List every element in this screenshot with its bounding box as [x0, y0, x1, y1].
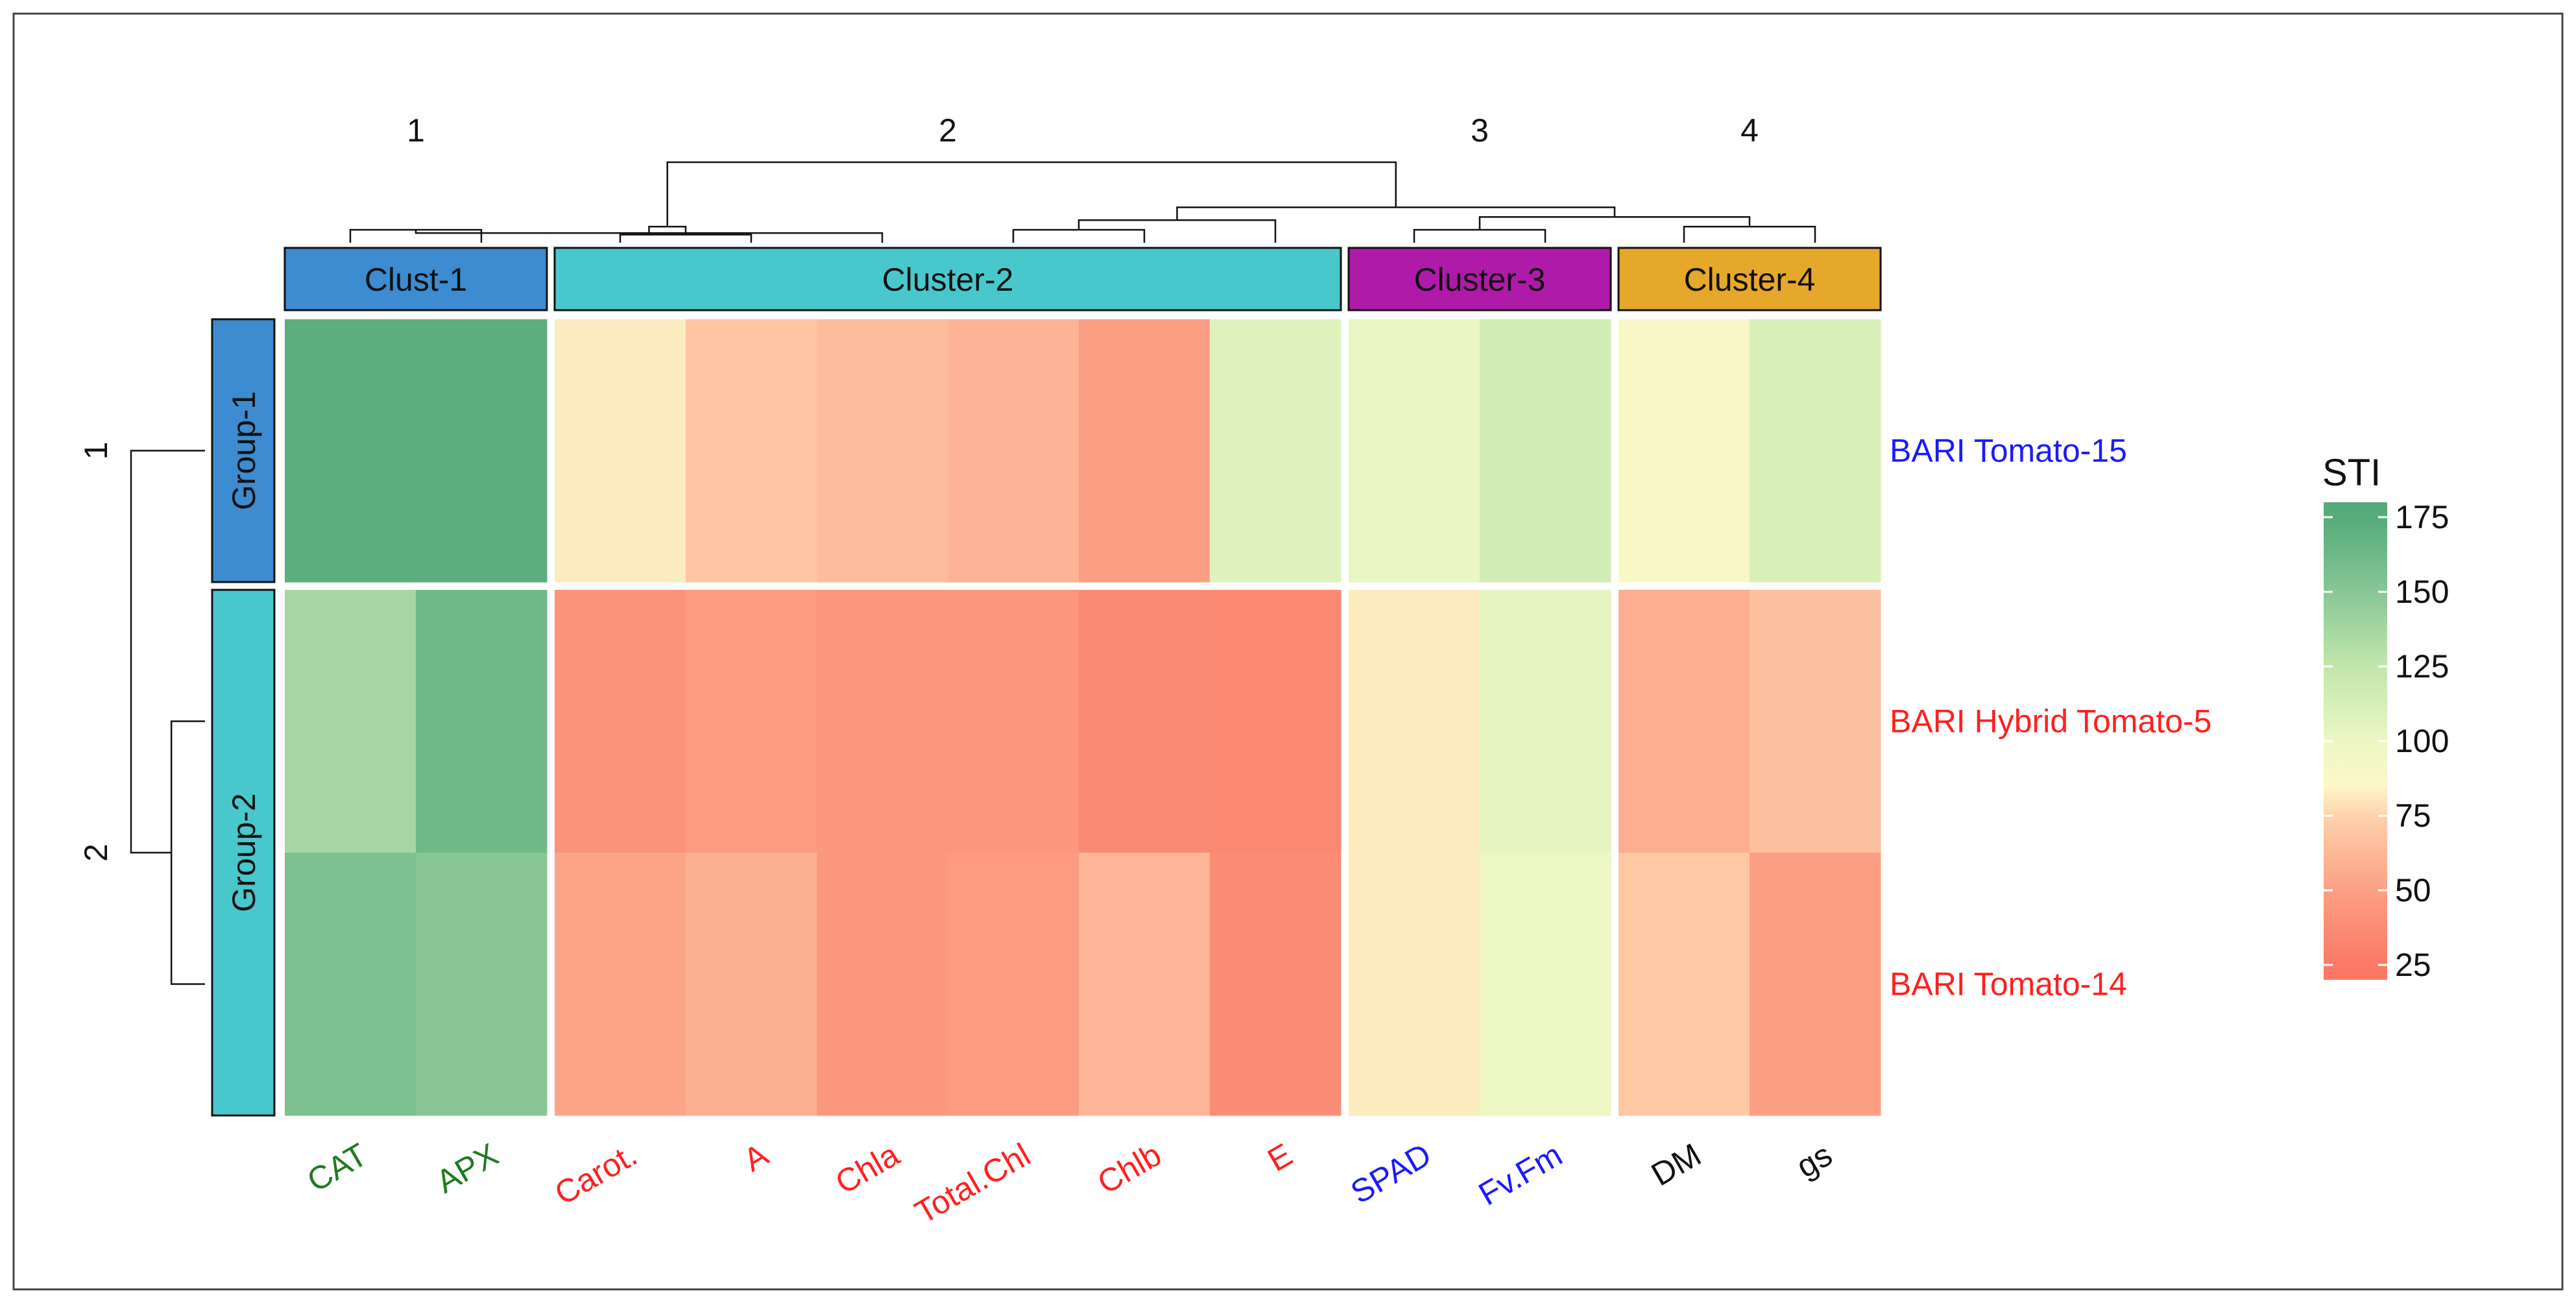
heatmap-cell [1750, 590, 1881, 853]
legend-tick-label: 75 [2395, 798, 2431, 834]
legend-tick-label: 175 [2395, 499, 2449, 535]
heatmap-cell [1619, 590, 1750, 853]
heatmap-cell [416, 319, 548, 583]
dendrogram-link [130, 450, 205, 854]
heatmap-cell [285, 319, 416, 583]
legend-tick-label: 100 [2395, 723, 2449, 759]
column-cluster-numbers: 1 2 3 4 [407, 112, 1759, 149]
heatmap-cell [948, 590, 1079, 853]
group-bar [211, 589, 276, 1117]
heatmap-cell [285, 590, 416, 853]
column-dendrogram [349, 161, 1816, 243]
row-labels: BARI Tomato-15 BARI Hybrid Tomato-5 BARI T… [1890, 433, 2211, 1003]
heatmap-cell [1210, 853, 1342, 1116]
group-label: Group-2 [226, 793, 262, 912]
legend-tick-label: 150 [2395, 574, 2449, 610]
heatmap-cell [686, 590, 817, 853]
cluster-bar [1617, 247, 1882, 311]
cluster-label: Clust-1 [365, 262, 467, 298]
row-label: BARI Tomato-15 [1890, 433, 2127, 469]
heatmap-cell [1079, 590, 1210, 853]
heatmap-cell [948, 319, 1079, 583]
heatmap-cell [285, 853, 416, 1116]
heatmap-cell [1349, 590, 1480, 853]
legend-tick-label: 25 [2395, 947, 2431, 983]
cluster-label: Cluster-3 [1414, 262, 1546, 298]
heatmap-cell [817, 590, 948, 853]
legend-tick-label: 125 [2395, 648, 2449, 685]
cluster-bar [1347, 247, 1612, 311]
cluster-number: 1 [407, 112, 425, 149]
dendrogram-link [170, 720, 205, 985]
heatmap-cell [948, 853, 1079, 1116]
heatmap-cell [686, 853, 817, 1116]
heatmap-cell [1480, 319, 1611, 583]
dendrogram-link [666, 161, 1397, 227]
heatmap-cell [1349, 319, 1480, 583]
heatmap-cell [555, 590, 686, 853]
legend-tick-label: 50 [2395, 872, 2431, 908]
heatmap-cell [416, 590, 548, 853]
heatmap-cell [1079, 319, 1210, 583]
heatmap-cell [1480, 853, 1611, 1116]
group-label: Group-1 [226, 391, 262, 510]
row-dendrogram [130, 450, 205, 985]
cluster-label: Cluster-2 [882, 262, 1014, 298]
heatmap-cell [1480, 590, 1611, 853]
heatmap-cell [555, 853, 686, 1116]
cluster-label: Cluster-4 [1684, 262, 1816, 298]
group-number: 1 [78, 442, 114, 460]
heatmap-cell [555, 319, 686, 583]
row-label: BARI Hybrid Tomato-5 [1890, 703, 2211, 740]
row-group-numbers: 12 [78, 442, 114, 862]
legend-title: STI [2322, 452, 2381, 494]
group-number: 2 [78, 844, 114, 862]
cluster-number: 3 [1471, 112, 1489, 149]
heatmap-cell [1619, 853, 1750, 1116]
heatmap-cell [1750, 853, 1881, 1116]
row-group-bars: Group-1 Group-2 [211, 318, 276, 1117]
column-cluster-bars: Clust-1 Cluster-2 Cluster-3 Cluster-4 [283, 247, 1882, 311]
group-bar [211, 318, 276, 583]
heatmap-cell [686, 319, 817, 583]
heatmap-cell [1750, 319, 1881, 583]
legend-color-bar [2324, 502, 2387, 980]
cluster-bar [283, 247, 548, 311]
heatmap-cell [817, 853, 948, 1116]
heatmap-cell [1349, 853, 1480, 1116]
heatmap-cells [285, 319, 1881, 1116]
heatmap-cell [817, 319, 948, 583]
cluster-number: 2 [939, 112, 957, 149]
cluster-bar [553, 247, 1342, 311]
color-legend: STI 175 150 125 100 75 50 25 [2322, 452, 2449, 983]
cluster-number: 4 [1740, 112, 1759, 149]
heatmap-cell [416, 853, 548, 1116]
heatmap-cell [1619, 319, 1750, 583]
heatmap-cell [1210, 590, 1342, 853]
heatmap-cell [1210, 319, 1342, 583]
row-label: BARI Tomato-14 [1890, 966, 2127, 1003]
heatmap-cell [1079, 853, 1210, 1116]
